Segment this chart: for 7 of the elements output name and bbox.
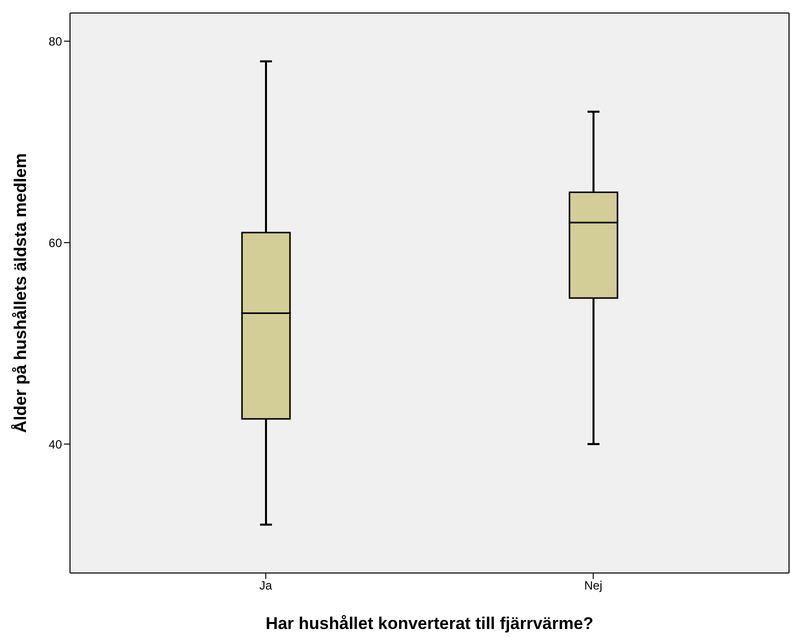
- x-axis-title: Har hushållet konverterat till fjärrvärme?: [266, 614, 594, 633]
- y-tick-label: 60: [48, 236, 62, 250]
- x-tick-label: Ja: [259, 578, 272, 593]
- x-tick-label: Nej: [584, 578, 602, 593]
- y-tick-label: 80: [48, 34, 62, 48]
- y-tick-label: 40: [48, 437, 62, 452]
- y-axis-title: Ålder på hushållets äldsta medlem: [11, 153, 30, 433]
